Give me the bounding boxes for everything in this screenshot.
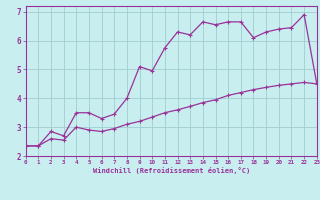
X-axis label: Windchill (Refroidissement éolien,°C): Windchill (Refroidissement éolien,°C): [92, 167, 250, 174]
